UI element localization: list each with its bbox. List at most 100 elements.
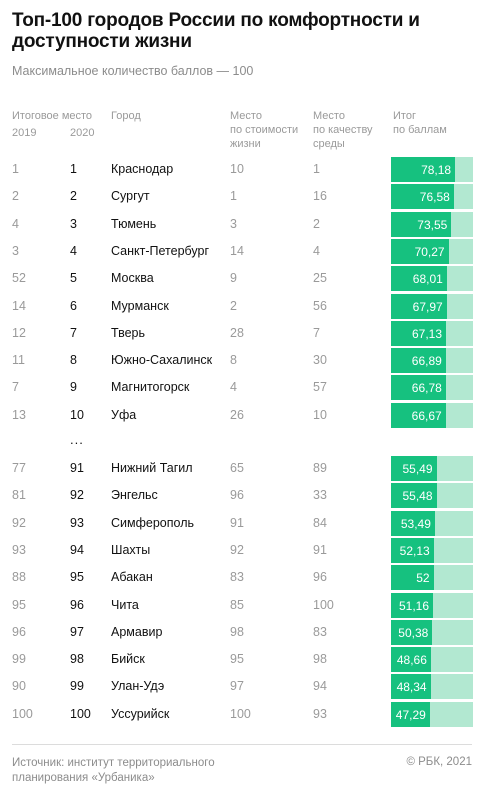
header-env-line1: Место (313, 110, 345, 122)
table-row: 12 7 Тверь 28 7 67,13 (0, 320, 484, 347)
city-name-cell: Краснодар (111, 162, 174, 176)
table-row: 96 97 Армавир 98 83 50,38 (0, 619, 484, 646)
city-name-cell: Армавир (111, 624, 163, 639)
env-rank-cell: 56 (313, 298, 327, 313)
score-value-label: 55,49 (402, 462, 433, 476)
header-cost-line2: по стоимости (230, 124, 299, 136)
score-value-label: 66,78 (411, 381, 442, 396)
table-row: 90 99 Улан-Удэ 97 94 48,34 (0, 673, 484, 700)
score-value-label: 50,38 (398, 625, 429, 640)
score-bar (391, 157, 456, 182)
cost-rank-cell: 92 (230, 542, 244, 557)
rank-2020-cell: 4 (70, 243, 77, 258)
rank-2020-cell: 97 (70, 624, 84, 639)
rank-2019-cell: 52 (12, 271, 26, 286)
env-rank-cell: 93 (313, 706, 327, 721)
city-name-cell: Тверь (111, 325, 146, 340)
score-bar (391, 647, 431, 673)
header-env-line3: среды (313, 138, 345, 150)
rank-2020-cell: 94 (70, 542, 84, 557)
env-rank-cell: 16 (313, 189, 327, 204)
score-value-label: 67,97 (412, 299, 443, 314)
rank-2020-cell: 95 (70, 570, 84, 585)
source-note: Источник: институт территориального план… (12, 757, 215, 784)
rank-2020-cell: 1 (70, 162, 77, 176)
env-rank-cell: 7 (313, 325, 320, 340)
cost-rank-cell: 10 (230, 162, 244, 176)
env-rank-cell: 33 (313, 488, 327, 503)
cost-rank-cell: 65 (230, 461, 244, 475)
rank-2019-cell: 2 (12, 189, 19, 204)
rank-2019-cell: 11 (12, 353, 25, 368)
rank-2019-cell: 100 (12, 706, 33, 721)
rank-2020-cell: 10 (70, 407, 84, 422)
score-bar (391, 674, 431, 700)
score-value-label: 78,18 (421, 163, 452, 177)
rank-2019-cell: 14 (12, 298, 26, 313)
env-rank-cell: 25 (313, 271, 327, 286)
score-bar (391, 211, 452, 237)
rank-2020-cell: 9 (70, 380, 77, 395)
cost-rank-cell: 91 (230, 515, 244, 530)
rank-2019-cell: 13 (12, 407, 26, 422)
header-env: Место по качеству среды (313, 109, 373, 151)
table-row: 93 94 Шахты 92 91 52,13 (0, 537, 484, 564)
score-bar (391, 510, 435, 536)
score-bar (391, 565, 434, 591)
env-rank-cell: 89 (313, 461, 327, 475)
cost-rank-cell: 4 (230, 380, 237, 395)
cost-rank-cell: 3 (230, 216, 237, 231)
score-value-label: 55,48 (402, 489, 433, 504)
city-name-cell: Тюмень (111, 216, 157, 231)
city-name-cell: Бийск (111, 652, 145, 667)
score-bar (391, 184, 454, 210)
table-row: 13 10 Уфа 26 10 66,67 (0, 402, 484, 429)
score-value-label: 48,34 (396, 680, 427, 695)
city-name-cell: Шахты (111, 542, 151, 557)
env-rank-cell: 2 (313, 216, 320, 231)
city-name-cell: Сургут (111, 189, 150, 204)
rank-2019-cell: 81 (12, 488, 26, 503)
rank-2019-cell: 77 (12, 461, 26, 475)
score-bar (391, 619, 433, 645)
city-name-cell: Чита (111, 597, 139, 612)
city-name-cell: Энгельс (111, 488, 158, 503)
city-name-cell: Москва (111, 271, 154, 286)
score-value-label: 66,89 (411, 354, 442, 369)
score-value-label: 68,01 (412, 272, 443, 287)
env-rank-cell: 1 (313, 162, 320, 176)
table-row: 77 91 Нижний Тагил 65 89 55,49 (0, 455, 484, 482)
rank-2020-cell: 7 (70, 325, 77, 340)
table-row: 14 6 Мурманск 2 56 67,97 (0, 293, 484, 320)
header-cost-line1: Место (230, 110, 262, 122)
env-rank-cell: 84 (313, 515, 327, 530)
table-row: 92 93 Симферополь 91 84 53,49 (0, 510, 484, 537)
city-name-cell: Симферополь (111, 515, 194, 530)
cost-rank-cell: 97 (230, 679, 244, 694)
cost-rank-cell: 8 (230, 353, 237, 368)
score-bar (391, 375, 446, 401)
score-value-label: 76,58 (419, 190, 450, 205)
rank-2019-cell: 1 (12, 162, 19, 176)
table-row: 99 98 Бийск 95 98 48,66 (0, 646, 484, 673)
score-value-label: 73,55 (417, 217, 448, 232)
score-value-label: 70,27 (414, 244, 445, 259)
city-name-cell: Нижний Тагил (111, 461, 193, 475)
rank-2019-cell: 90 (12, 679, 26, 694)
env-rank-cell: 100 (313, 597, 334, 612)
credit-note: © РБК, 2021 (406, 756, 472, 768)
rank-2020-cell: 99 (70, 679, 84, 694)
city-name-cell: Санкт-Петербург (111, 243, 210, 258)
score-value-label: 52 (416, 571, 430, 586)
header-city: Город (111, 110, 141, 122)
score-bar (391, 701, 430, 727)
cost-rank-cell: 9 (230, 271, 237, 286)
score-value-label: 47,29 (395, 707, 426, 722)
rank-2020-cell: 96 (70, 597, 84, 612)
score-bar (391, 592, 433, 618)
header-env-line2: по качеству (313, 124, 373, 136)
header-cost-line3: жизни (230, 138, 261, 150)
rank-2020-cell: 92 (70, 488, 84, 503)
cost-rank-cell: 14 (230, 243, 244, 258)
score-value-label: 48,66 (396, 653, 427, 668)
